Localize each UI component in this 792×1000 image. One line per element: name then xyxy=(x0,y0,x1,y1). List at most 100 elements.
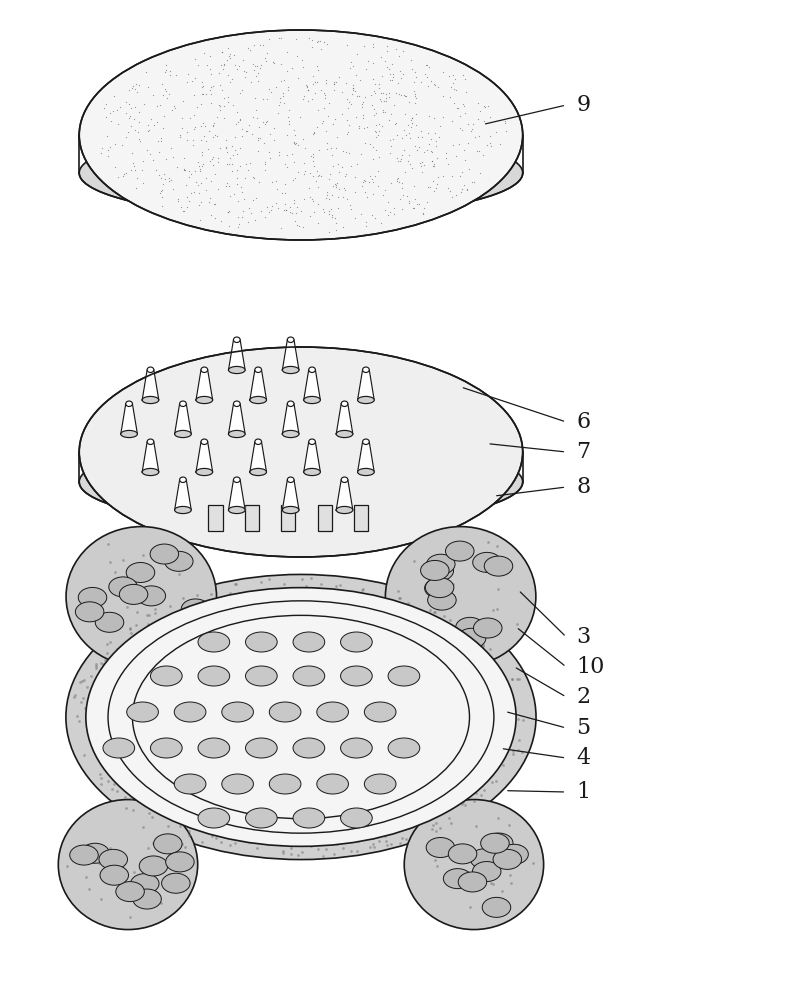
Point xyxy=(179,839,192,855)
Point xyxy=(204,190,216,206)
Point xyxy=(101,536,114,552)
Point xyxy=(314,33,326,49)
Point xyxy=(337,219,349,235)
Ellipse shape xyxy=(79,30,523,240)
Ellipse shape xyxy=(269,774,301,794)
Point xyxy=(497,757,510,773)
Point xyxy=(385,106,398,122)
Text: 8: 8 xyxy=(577,476,591,498)
Point xyxy=(290,135,303,151)
Point xyxy=(352,118,365,134)
Point xyxy=(456,794,469,810)
Point xyxy=(379,104,391,120)
Text: 7: 7 xyxy=(577,441,591,463)
Point xyxy=(191,99,204,115)
Point xyxy=(127,78,139,94)
Point xyxy=(366,39,379,55)
Point xyxy=(316,113,329,129)
Point xyxy=(257,37,269,53)
Ellipse shape xyxy=(481,833,509,853)
Point xyxy=(188,70,201,86)
Point xyxy=(142,117,154,133)
Point xyxy=(390,127,403,143)
Point xyxy=(346,86,359,102)
Point xyxy=(321,36,333,52)
Point xyxy=(305,32,318,48)
Point xyxy=(119,94,131,110)
Point xyxy=(189,596,202,612)
Point xyxy=(272,105,284,121)
Point xyxy=(305,148,318,164)
Point xyxy=(303,180,315,196)
Point xyxy=(415,158,428,174)
Point xyxy=(368,85,381,101)
Point xyxy=(351,88,364,104)
Point xyxy=(421,194,433,210)
Point xyxy=(269,195,282,211)
Point xyxy=(215,213,228,229)
Point xyxy=(459,84,472,100)
Point xyxy=(131,170,143,186)
Point xyxy=(196,86,209,102)
Point xyxy=(251,840,264,856)
Point xyxy=(281,127,294,143)
Point xyxy=(73,713,86,729)
Point xyxy=(358,120,371,136)
Ellipse shape xyxy=(165,551,193,571)
Point xyxy=(273,144,286,160)
Point xyxy=(173,550,186,566)
Point xyxy=(356,107,369,123)
Point xyxy=(311,179,324,195)
Point xyxy=(406,110,418,126)
Point xyxy=(512,711,524,727)
Point xyxy=(423,616,436,632)
Point xyxy=(319,72,332,88)
Point xyxy=(357,110,370,126)
Point xyxy=(337,189,349,205)
Ellipse shape xyxy=(131,874,159,894)
Point xyxy=(94,655,107,671)
Point xyxy=(409,106,422,122)
Point xyxy=(263,144,276,160)
Point xyxy=(333,577,346,593)
Point xyxy=(200,57,213,73)
Ellipse shape xyxy=(198,808,230,828)
Point xyxy=(141,580,154,596)
Point xyxy=(356,99,368,115)
Point xyxy=(75,673,88,689)
Point xyxy=(251,65,264,81)
Point xyxy=(384,204,397,220)
Ellipse shape xyxy=(269,702,301,722)
Point xyxy=(370,142,383,158)
Point xyxy=(249,212,261,228)
Point xyxy=(61,858,74,874)
Point xyxy=(280,202,292,218)
Point xyxy=(323,206,336,222)
Point xyxy=(183,169,196,185)
Point xyxy=(358,38,371,54)
Point xyxy=(491,601,504,617)
Point xyxy=(230,176,243,192)
Point xyxy=(126,145,139,161)
Point xyxy=(258,154,271,170)
Point xyxy=(474,165,487,181)
Point xyxy=(307,153,319,169)
Point xyxy=(507,746,520,762)
Point xyxy=(426,153,439,169)
Ellipse shape xyxy=(364,702,396,722)
Point xyxy=(394,590,407,606)
Point xyxy=(320,75,333,91)
Point xyxy=(331,175,344,191)
Point xyxy=(177,162,190,178)
Point xyxy=(272,30,285,46)
Ellipse shape xyxy=(196,396,212,404)
Ellipse shape xyxy=(363,367,369,372)
Ellipse shape xyxy=(309,439,315,444)
Point xyxy=(406,200,419,216)
Point xyxy=(167,149,180,165)
Point xyxy=(445,168,458,184)
Point xyxy=(100,762,112,778)
Point xyxy=(276,845,289,861)
Point xyxy=(162,818,174,834)
Point xyxy=(366,171,379,187)
